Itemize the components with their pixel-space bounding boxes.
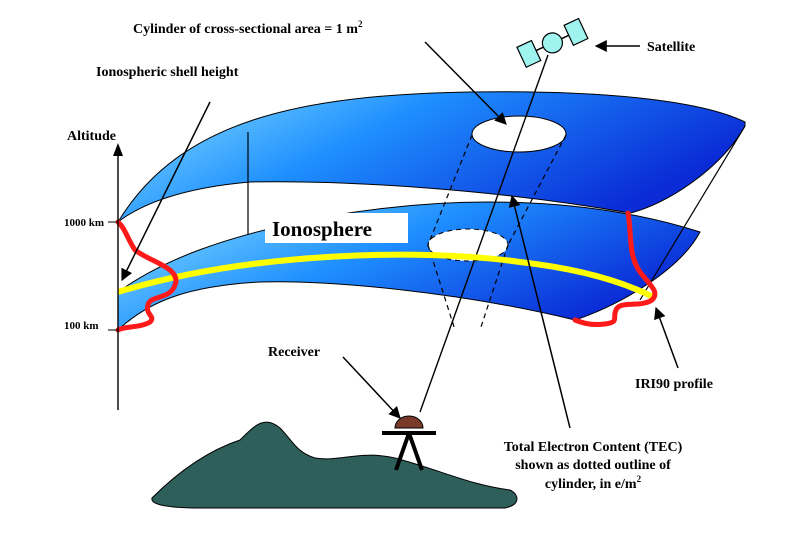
svg-text:cylinder, in e/m2: cylinder, in e/m2 — [545, 474, 642, 492]
iri-profile-label: IRI90 profile — [635, 377, 713, 392]
lower-shell — [117, 201, 701, 332]
altitude-tick-100: 100 km — [64, 320, 99, 332]
satellite-icon — [516, 17, 589, 69]
ionosphere-label: Ionosphere — [272, 217, 372, 241]
receiver-label: Receiver — [268, 345, 320, 360]
altitude-axis — [108, 143, 123, 410]
cylinder-dotted-outline — [427, 134, 567, 331]
altitude-tick-1000: 1000 km — [64, 217, 104, 229]
receiver-antenna-icon — [382, 415, 436, 471]
svg-text:Total Electron Content (TEC): Total Electron Content (TEC) — [504, 440, 683, 455]
satellite-label: Satellite — [647, 40, 695, 55]
tec-label: Total Electron Content (TEC) shown as do… — [504, 440, 683, 492]
cylinder-label: Cylinder of cross-sectional area = 1 m2 — [133, 19, 363, 37]
line-of-sight — [419, 54, 549, 413]
altitude-label: Altitude — [67, 129, 116, 144]
ionosphere-label-box — [265, 213, 408, 243]
iri-profile-right — [572, 210, 658, 327]
annotation-arrows — [121, 40, 679, 429]
svg-text:shown as dotted outline of: shown as dotted outline of — [515, 458, 671, 473]
shell-edges — [247, 125, 746, 301]
shell-height-label: Ionospheric shell height — [96, 65, 239, 80]
iri-profile-left — [115, 219, 179, 333]
terrain — [151, 421, 518, 509]
upper-shell — [117, 91, 746, 223]
shell-height-line — [117, 251, 657, 301]
